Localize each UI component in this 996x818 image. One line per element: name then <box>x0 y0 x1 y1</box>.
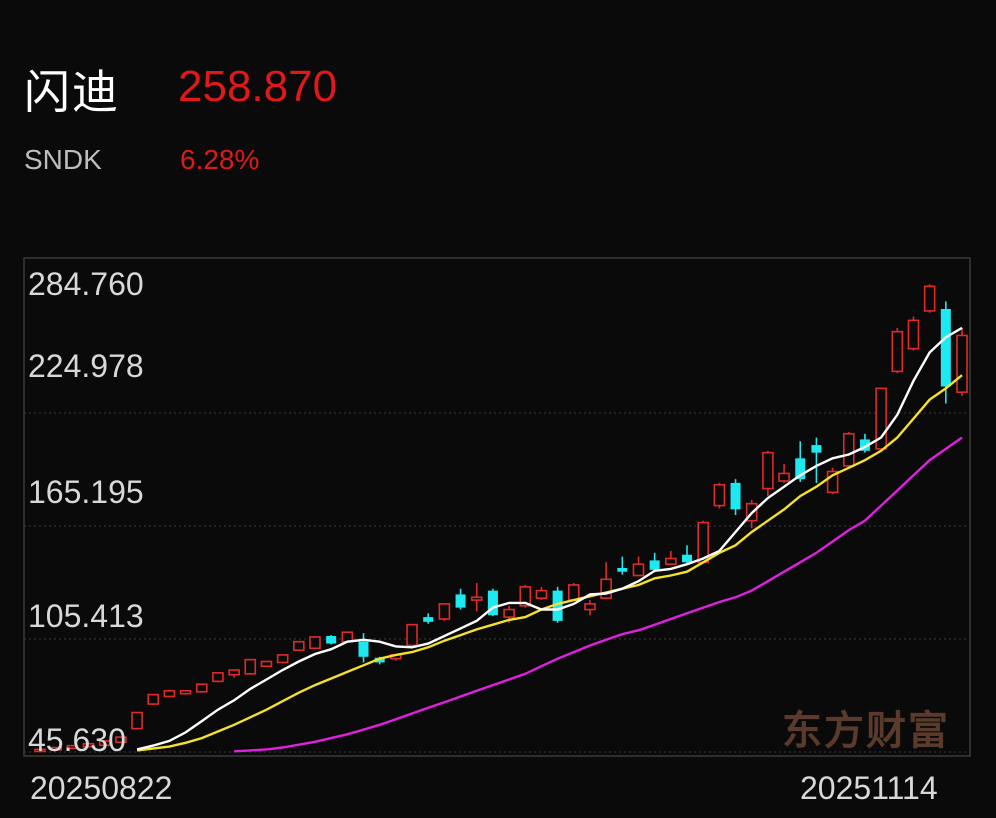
y-tick-label: 165.195 <box>28 474 144 510</box>
candle <box>826 467 839 495</box>
candle <box>907 316 920 351</box>
last-price: 258.870 <box>178 62 338 111</box>
candle <box>163 690 176 698</box>
watermark: 东方财富 <box>782 707 950 754</box>
candle <box>131 711 143 730</box>
candle <box>617 556 628 575</box>
candle <box>875 387 887 451</box>
candle <box>487 588 498 617</box>
candle <box>713 482 726 509</box>
candle <box>34 748 46 753</box>
ma5-line <box>136 326 963 751</box>
candle <box>228 669 240 678</box>
candle <box>665 550 677 566</box>
change-percent: 6.28% <box>180 144 260 175</box>
candle <box>309 636 321 650</box>
y-tick-label: 284.760 <box>28 266 144 302</box>
candle <box>66 744 79 750</box>
candle <box>470 583 483 612</box>
candle <box>212 672 224 683</box>
candle <box>292 640 305 652</box>
candle <box>956 327 968 396</box>
candle <box>179 690 192 695</box>
candle <box>842 431 855 468</box>
candle <box>923 284 936 313</box>
candle <box>455 588 466 610</box>
candle <box>276 654 289 664</box>
candle <box>326 635 337 645</box>
x-end-label: 20251114 <box>800 770 938 806</box>
candle <box>423 613 434 624</box>
candle <box>195 683 208 693</box>
ma10-line <box>136 374 963 752</box>
candle <box>115 736 127 744</box>
candle <box>940 301 951 404</box>
stock-code: SNDK <box>24 144 102 175</box>
y-tick-label: 45.630 <box>28 722 126 758</box>
plot-frame <box>23 257 971 757</box>
candle <box>244 658 257 675</box>
candle <box>147 693 160 705</box>
candle <box>98 740 111 747</box>
y-tick-label: 224.978 <box>28 348 144 384</box>
candle <box>358 633 369 663</box>
candle <box>682 545 693 565</box>
candle <box>811 437 822 483</box>
candle <box>535 586 548 601</box>
candle <box>730 479 741 516</box>
x-start-label: 20250822 <box>30 770 173 806</box>
candle <box>406 623 418 647</box>
candle <box>891 327 904 374</box>
candle <box>778 463 790 483</box>
candle <box>438 603 451 621</box>
stock-name: 闪迪 <box>24 65 120 119</box>
ma20-line <box>234 436 963 753</box>
candle <box>762 450 774 497</box>
candle <box>260 660 273 668</box>
candle <box>584 600 596 616</box>
candle <box>632 556 645 577</box>
candle <box>859 433 870 453</box>
candle <box>649 552 660 571</box>
candle <box>50 746 62 751</box>
candle <box>82 742 95 748</box>
y-tick-label: 105.413 <box>28 598 144 634</box>
